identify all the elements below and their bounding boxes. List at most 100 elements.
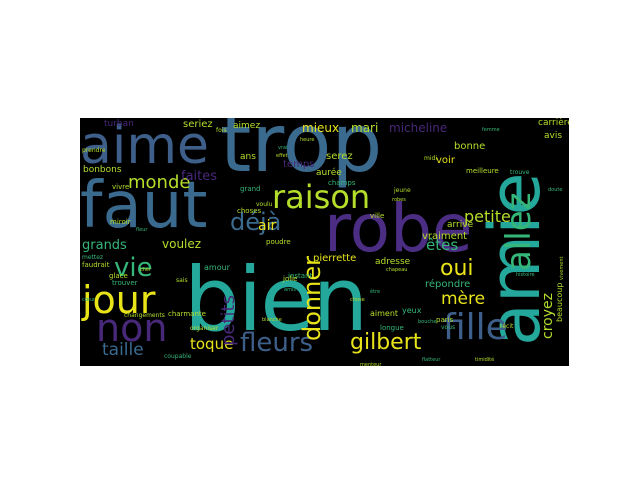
- word-ville: ville: [370, 212, 385, 220]
- word-repondre: répondre: [425, 279, 471, 290]
- word-vivement: vivement: [559, 256, 565, 280]
- word-jeune: jeune: [394, 187, 411, 194]
- word-aurez: aurée: [316, 168, 342, 178]
- word-fleur: fleur: [136, 227, 148, 233]
- word-air: air: [258, 218, 277, 234]
- word-histoire: histoire: [516, 272, 535, 278]
- word-beaucoup: beaucoup: [555, 282, 564, 322]
- word-jolie: jolie: [283, 275, 298, 283]
- word-recit: récit: [500, 323, 514, 330]
- word-sais: sais: [176, 277, 188, 284]
- word-changements: changements: [124, 312, 165, 319]
- word-seriez: seriez: [183, 119, 213, 130]
- word-taille: taille: [102, 340, 144, 360]
- word-grand: grand: [240, 185, 261, 193]
- word-bien: bien: [184, 248, 368, 351]
- word-donner: donner: [298, 256, 326, 341]
- word-bonbons: bonbons: [83, 165, 122, 175]
- word-effet: effet: [276, 153, 288, 159]
- word-longue: longue: [380, 324, 404, 332]
- word-trouver: trouver: [112, 279, 138, 287]
- word-adresse: adresse: [375, 257, 411, 267]
- word-aiment: aiment: [370, 309, 399, 318]
- word-etre: être: [370, 289, 381, 295]
- word-faudrait: faudrait: [82, 261, 110, 269]
- word-petits: petits: [218, 295, 239, 346]
- word-flatteur: flatteur: [422, 357, 441, 363]
- word-vous: vous: [441, 324, 456, 331]
- word-poudre: poudre: [266, 238, 291, 246]
- word-allez: allez: [499, 192, 539, 272]
- word-blanche: blanche: [262, 317, 282, 323]
- word-croyez: croyez: [540, 293, 556, 339]
- word-heure: heure: [300, 137, 315, 143]
- word-petite: petite: [464, 207, 511, 226]
- word-vie: vie: [114, 253, 153, 283]
- word-organiser: organiser: [190, 325, 219, 332]
- word-paris: paris: [436, 316, 454, 324]
- word-amis: amis: [284, 287, 296, 293]
- word-temps: temps: [283, 159, 315, 170]
- word-carriere: carrière: [538, 118, 569, 128]
- word-bouche: bouche: [418, 319, 437, 325]
- word-chapeau: chapeau: [386, 267, 408, 273]
- word-monde: monde: [128, 172, 191, 193]
- word-arrive: arrivé: [447, 220, 474, 230]
- word-femme: femme: [482, 127, 500, 133]
- word-mettez: mettez: [82, 254, 104, 261]
- word-voulez: voulez: [162, 237, 202, 251]
- word-vrai: vrai: [278, 145, 288, 151]
- word-fleurs: fleurs: [240, 328, 314, 358]
- word-vivre: vivre: [112, 183, 130, 191]
- word-timidite: timidité: [475, 357, 495, 363]
- word-champs: champs: [328, 179, 356, 187]
- word-trouve: trouve: [510, 169, 530, 176]
- word-mere: mère: [441, 289, 486, 309]
- word-etes: êtes: [426, 236, 459, 254]
- word-aimez: aimez: [233, 121, 261, 131]
- word-robes: robes: [392, 197, 406, 203]
- word-instant: instant: [288, 272, 313, 280]
- word-serez: serez: [326, 151, 353, 162]
- word-prendre: prendre: [82, 147, 106, 154]
- word-avis: avis: [544, 131, 563, 141]
- word-choses: choses: [237, 207, 262, 215]
- word-cher: cher: [140, 267, 152, 273]
- word-glace: glace: [109, 272, 128, 280]
- word-faites: faites: [181, 169, 218, 184]
- word-meilleure: meilleure: [466, 167, 499, 175]
- word-amour: amour: [204, 263, 230, 272]
- word-aime: aime: [80, 118, 209, 176]
- word-trop: trop: [220, 118, 383, 190]
- word-miroir: miroir: [110, 218, 131, 226]
- word-oui: oui: [440, 256, 474, 281]
- word-robe: robe: [324, 190, 473, 267]
- word-fois: fois: [216, 127, 227, 134]
- word-coupable: coupable: [164, 353, 192, 360]
- word-raison: raison: [272, 178, 371, 216]
- word-deja: déjà: [230, 208, 282, 236]
- word-chose: chose: [350, 297, 365, 303]
- word-ans: ans: [240, 152, 256, 162]
- word-pierrette: pierrette: [313, 253, 357, 264]
- word-mieux: mieux: [302, 121, 340, 135]
- word-bonne: bonne: [454, 141, 486, 152]
- word-doute: doute: [548, 187, 563, 193]
- word-charmante: charmante: [168, 310, 206, 318]
- word-non: non: [96, 306, 168, 350]
- word-yeux: yeux: [402, 306, 422, 315]
- word-mari: mari: [351, 121, 379, 135]
- word-faut: faut: [80, 169, 208, 243]
- word-voulu: voulu: [256, 201, 273, 208]
- word-menteur: menteur: [360, 362, 382, 367]
- word-toque: toque: [190, 335, 234, 353]
- word-fille: fille: [443, 307, 508, 348]
- word-coeur: cœur: [82, 297, 96, 303]
- word-micheline: micheline: [389, 121, 448, 135]
- word-gilbert: gilbert: [350, 330, 422, 355]
- word-vraiment: vraiment: [422, 231, 468, 242]
- word-turban: turban: [104, 119, 134, 129]
- word-midi: midi: [424, 155, 437, 162]
- word-grands: grands: [82, 238, 127, 253]
- word-jour: jour: [82, 278, 156, 322]
